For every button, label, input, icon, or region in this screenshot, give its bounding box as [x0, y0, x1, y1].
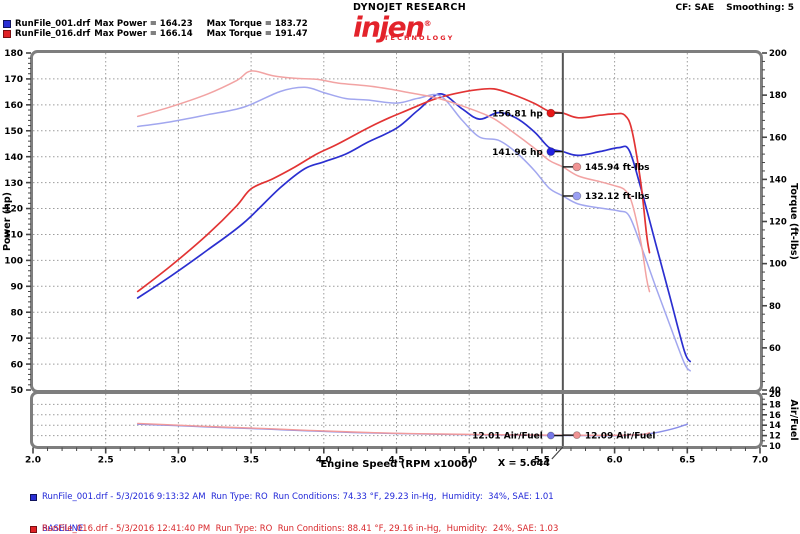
- tick-label-right: 80: [769, 302, 781, 312]
- annotation-label: 12.09 Air/Fuel: [585, 431, 656, 441]
- tick-label-left: 60: [10, 360, 23, 370]
- legend-run-001: RunFile_001.drf Max Power = 164.23 Max T…: [3, 19, 308, 29]
- series-runfile-016-power-hp-: [136, 87, 651, 293]
- legend-file-016: RunFile_016.drf: [15, 29, 91, 39]
- legend-run-016: RunFile_016.drf Max Power = 166.14 Max T…: [3, 29, 308, 39]
- series-runfile-001-torque-ft-lbs-: [136, 86, 691, 372]
- tick-label-right: 180: [769, 91, 787, 101]
- smoothing-value: Smoothing: 5: [726, 3, 794, 13]
- annotation-dot: [546, 108, 556, 118]
- run-001-info-swatch: [30, 493, 37, 501]
- tick-label-x: 5.0: [461, 456, 477, 466]
- annotation-label: 12.01 Air/Fuel: [472, 432, 543, 442]
- cursor-leader-line: [551, 446, 564, 460]
- injen-technology-label: TECHNOLOGY: [384, 34, 455, 43]
- legend-max-torque-001: Max Torque = 183.72: [206, 19, 308, 29]
- injen-logo: injen®: [353, 11, 493, 41]
- tick-label-left: 70: [10, 334, 23, 344]
- cursor-x-label: X = 5.644: [498, 458, 550, 469]
- annotation-label: 145.94 ft-lbs: [585, 163, 650, 173]
- tick-label-x: 4.5: [389, 456, 405, 466]
- tick-label-right: 100: [769, 260, 787, 270]
- tick-label-x: 6.0: [607, 456, 623, 466]
- tick-label-right: 60: [769, 344, 781, 354]
- run-016-conditions: RunFile_016.drf - 5/3/2016 12:41:40 PM R…: [42, 524, 559, 534]
- tick-label-left: 100: [4, 257, 23, 267]
- tick-label-x: 2.0: [25, 456, 41, 466]
- right-axis-title: Air/Fuel: [788, 399, 799, 440]
- tick-label-x: 4.0: [316, 456, 332, 466]
- tick-label-right: 18: [769, 400, 781, 410]
- x-axis-title: Engine Speed (RPM x1000): [320, 459, 472, 470]
- legend-max-power-001: Max Power = 164.23: [94, 19, 193, 29]
- tick-label-right: 16: [769, 411, 781, 421]
- tick-label-right: 40: [769, 386, 781, 396]
- tick-label-right: 140: [769, 175, 787, 185]
- series-runfile-016-air-fuel: [137, 422, 651, 436]
- tick-label-right: 14: [769, 421, 781, 431]
- tick-label-x: 6.5: [679, 456, 695, 466]
- correction-factor: CF: SAE: [675, 3, 715, 13]
- tick-label-x: 2.5: [98, 456, 114, 466]
- x-axis: 2.0 2.5 3.0 3.5 4.0 4.5 5.0 5.5 6.0 6.5 7.0 Engine …: [25, 446, 768, 470]
- tick-label-x: 3.5: [243, 456, 259, 466]
- plot-airfuel: 12.01 Air/Fuel 12.09 Air/Fuel 101214161820…: [30, 390, 799, 452]
- annotation-label: 156.81 hp: [492, 109, 543, 119]
- tick-label-left: 120: [4, 205, 23, 215]
- tick-label-right: 12: [769, 432, 781, 442]
- legend-max-torque-016: Max Torque = 191.47: [206, 29, 308, 39]
- legend-max-power-016: Max Power = 166.14: [94, 29, 193, 39]
- run-016-info-swatch: [30, 525, 37, 533]
- tick-label-left: 80: [10, 308, 23, 318]
- run-info-001: RunFile_001.drf - 5/3/2016 9:13:32 AM Ru…: [30, 471, 554, 534]
- tick-label-left: 170: [4, 75, 23, 85]
- correction-smoothing-label: CF: SAE Smoothing: 5: [676, 3, 794, 13]
- legend-file-001: RunFile_001.drf: [15, 19, 91, 29]
- annotation-label: 141.96 hp: [492, 148, 543, 158]
- tick-label-left: 90: [10, 283, 23, 293]
- annotation-dot: [546, 147, 556, 157]
- plot-main: 156.81 hp 141.96 hp 145.94 ft-lbs 132.12 ft…: [2, 49, 799, 396]
- run-info-016: RunFile_016.drf - 5/3/2016 12:41:40 PM R…: [30, 503, 558, 534]
- left-axis-title: Power (hp): [2, 192, 13, 251]
- tick-label-x: 5.5: [534, 456, 550, 466]
- annotation-dot: [572, 191, 582, 201]
- series-runfile-016-torque-ft-lbs-: [136, 70, 651, 293]
- tick-label-right: 160: [769, 133, 787, 143]
- run-001-swatch: [3, 20, 11, 28]
- tick-label-left: 110: [4, 231, 23, 241]
- tick-label-right: 120: [769, 218, 787, 228]
- injen-logo-text: injen: [353, 10, 425, 44]
- tick-label-left: 150: [4, 127, 23, 137]
- tick-label-right: 10: [769, 442, 781, 452]
- run-016-swatch: [3, 30, 11, 38]
- tick-label-left: 130: [4, 179, 23, 189]
- brand-block: DYNOJET RESEARCH injen® TECHNOLOGY: [353, 2, 493, 42]
- annotation-dot: [546, 431, 555, 440]
- annotation-label: 132.12 ft-lbs: [585, 192, 650, 202]
- tick-label-x: 3.0: [170, 456, 186, 466]
- tick-label-right: 200: [769, 49, 787, 59]
- tick-label-left: 50: [10, 386, 23, 396]
- tick-label-left: 180: [4, 49, 23, 59]
- tick-label-left: 140: [4, 153, 23, 163]
- tick-label-left: 160: [4, 101, 23, 111]
- right-axis-title: Torque (ft-lbs): [788, 183, 799, 260]
- dyno-graph[interactable]: 156.81 hp 141.96 hp 145.94 ft-lbs 132.12 ft…: [0, 0, 800, 470]
- run-001-conditions: RunFile_001.drf - 5/3/2016 9:13:32 AM Ru…: [42, 492, 554, 502]
- annotation-dot: [572, 162, 582, 172]
- tick-label-right: 20: [769, 390, 781, 400]
- run-001-name: BASELINE: [42, 523, 84, 534]
- tick-label-x: 7.0: [752, 456, 768, 466]
- annotation-dot: [572, 431, 581, 440]
- dynojet-research-label: DYNOJET RESEARCH: [353, 2, 467, 13]
- registered-mark: ®: [423, 19, 432, 28]
